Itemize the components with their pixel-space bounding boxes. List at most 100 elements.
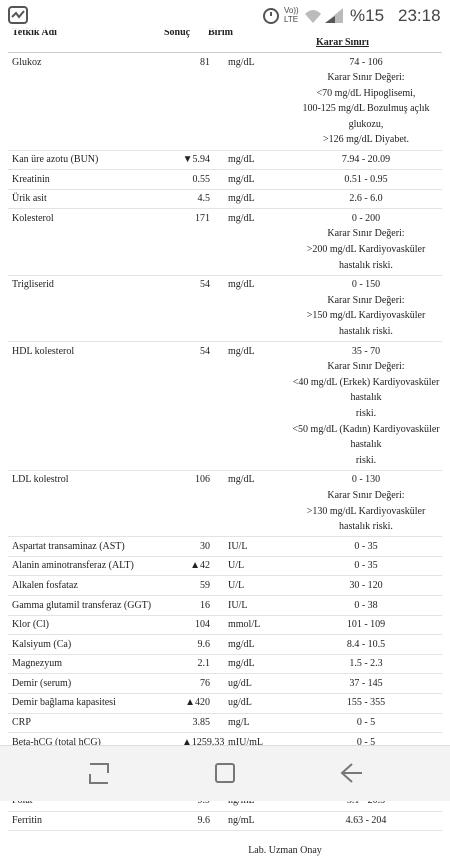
reference-line: Karar Sınır Değeri: (327, 294, 405, 306)
result-cell: ▲1259.33 (162, 735, 224, 751)
reference-line: 0 - 35 (354, 540, 378, 552)
reference-range: 0 - 38 (290, 598, 442, 614)
test-unit: mg/L (228, 717, 250, 729)
reference-range: 155 - 355 (290, 695, 442, 711)
result-row: Demir (serum) 76 ug/dL 37 - 145 (8, 674, 442, 694)
test-unit: IU/L (228, 540, 248, 552)
reference-line: 35 - 70 (351, 345, 381, 357)
test-unit: mg/dL (228, 212, 255, 224)
result-row: Trigliserid 54 mg/dL 0 - 150 Karar Sınır Değ… (8, 276, 442, 343)
result-row: Klor (Cl) 104 mmol/L 101 - 109 (8, 616, 442, 636)
reference-line: 0 - 35 (354, 560, 378, 572)
test-name: Kolesterol (12, 212, 54, 224)
test-unit: ng/mL (228, 815, 255, 827)
reference-line: <50 mg/dL (Kadın) Kardiyovasküler hastal… (292, 423, 440, 451)
battery: %15 (350, 6, 385, 25)
reference-range: 74 - 106 Karar Sınır Değeri: <70 mg/dL Hip… (290, 55, 442, 149)
result-row: HDL kolesterol 54 mg/dL 35 - 70 Karar Sınır … (8, 342, 442, 471)
test-result: ▲420 (185, 697, 210, 709)
signal-icons (305, 8, 343, 23)
test-name: Demir (serum) (12, 677, 72, 689)
result-row: Kreatinin 0.55 mg/dL 0.51 - 0.95 (8, 170, 442, 190)
reference-line: 74 - 106 (349, 56, 383, 68)
reference-line: 2.6 - 6.0 (349, 193, 383, 205)
reference-line: 0 - 5 (356, 717, 376, 729)
result-row: Kan üre azotu (BUN) ▼5.94 mg/dL 7.94 - 20.0… (8, 151, 442, 171)
test-name: Glukoz (12, 56, 42, 68)
test-result: 16 (200, 599, 210, 611)
test-unit: mg/dL (228, 658, 255, 670)
nav-icons (89, 763, 362, 784)
header-unit: Birim (208, 27, 233, 38)
result-row: Demir bağlama kapasitesi ▲420 ug/dL 155 - 3… (8, 694, 442, 714)
test-unit: mg/dL (228, 345, 255, 357)
test-name: Demir bağlama kapasitesi (12, 697, 116, 709)
reference-line: <40 mg/dL (Erkek) Kardiyovasküler hastal… (292, 376, 440, 404)
result-row: Alanin aminotransferaz (ALT) ▲42 U/L 0 - 35 (8, 557, 442, 577)
reference-line: 30 - 120 (349, 579, 383, 591)
reference-line: >130 mg/dL Kardiyovasküler hastalık risk… (306, 505, 426, 533)
test-result: 106 (195, 474, 210, 486)
test-unit: mg/dL (228, 56, 255, 68)
result-row: Kolesterol 171 mg/dL 0 - 200 Karar Sınır Değ… (8, 209, 442, 276)
reference-range: 0 - 200 Karar Sınır Değeri: >200 mg/dL Kar… (290, 211, 442, 273)
test-result: ▲42 (190, 560, 210, 572)
test-result: 3.85 (192, 717, 211, 729)
header-result: Sonuç (164, 27, 191, 38)
test-name: HDL kolesterol (12, 345, 75, 357)
result-cell: 16 (162, 598, 210, 614)
test-name: Ürik asit (12, 193, 47, 205)
reference-line: 0 - 130 (351, 474, 381, 486)
reference-line: 37 - 145 (349, 677, 383, 689)
test-unit: mmol/L (228, 619, 261, 631)
test-result: 104 (195, 619, 210, 631)
reference-range: 2.6 - 6.0 (290, 191, 442, 207)
test-result: 76 (200, 677, 210, 689)
result-row: Alkalen fosfataz 59 U/L 30 - 120 (8, 576, 442, 596)
result-cell: 9.6 (162, 637, 211, 653)
result-cell: ▲42 (162, 558, 210, 574)
test-unit: mg/dL (228, 173, 255, 185)
alarm-icon (263, 8, 279, 24)
app-icon (8, 6, 28, 24)
result-row: Ürik asit 4.5 mg/dL 2.6 - 6.0 (8, 190, 442, 210)
test-result: 0.55 (192, 173, 211, 185)
result-cell: 76 (162, 676, 210, 692)
reference-range: 0 - 5 (290, 715, 442, 731)
reference-range: 35 - 70 Karar Sınır Değeri: <40 mg/dL (Erk… (290, 344, 442, 469)
test-name: Kreatinin (12, 173, 50, 185)
back-button[interactable] (340, 763, 362, 783)
home-button[interactable] (215, 763, 235, 783)
test-unit: mg/dL (228, 154, 255, 166)
test-result: 30 (200, 540, 210, 552)
result-cell: 81 (162, 55, 210, 149)
test-name: Trigliserid (12, 279, 54, 291)
test-result: 54 (200, 279, 210, 291)
test-name: CRP (12, 717, 31, 729)
recent-button[interactable] (89, 763, 109, 784)
reference-range: 0 - 150 Karar Sınır Değeri: >150 mg/dL Kar… (290, 277, 442, 339)
reference-range: 7.94 - 20.09 (290, 152, 442, 168)
test-unit: mg/dL (228, 638, 255, 650)
volte: Vo)) (284, 6, 299, 15)
reference-line: riski. (355, 407, 377, 419)
test-unit: mg/dL (228, 279, 255, 291)
test-result: 59 (200, 579, 210, 591)
reference-line: >200 mg/dL Kardiyovasküler hastalık risk… (306, 244, 426, 271)
reference-line: 0 - 150 (351, 279, 381, 291)
result-row: Aspartat transaminaz (AST) 30 IU/L 0 - 35 (8, 537, 442, 557)
test-name: Kan üre azotu (BUN) (12, 154, 99, 166)
reference-line: >126 mg/dL Diyabet. (322, 134, 410, 146)
test-result: 9.6 (197, 815, 211, 827)
reference-line: 8.4 - 10.5 (346, 638, 386, 650)
reference-range: 101 - 109 (290, 617, 442, 633)
result-cell: 9.6 (162, 813, 211, 829)
reference-range: 37 - 145 (290, 676, 442, 692)
result-row: Ferritin 9.6 ng/mL 4.63 - 204 (8, 812, 442, 832)
reference-line: 0 - 5 (356, 736, 376, 748)
test-name: Alanin aminotransferaz (ALT) (12, 560, 134, 572)
test-result: ▼5.94 (182, 154, 210, 166)
test-unit: ug/dL (228, 677, 252, 689)
test-unit: mIU/mL (228, 736, 263, 748)
test-result: 9.6 (197, 638, 211, 650)
